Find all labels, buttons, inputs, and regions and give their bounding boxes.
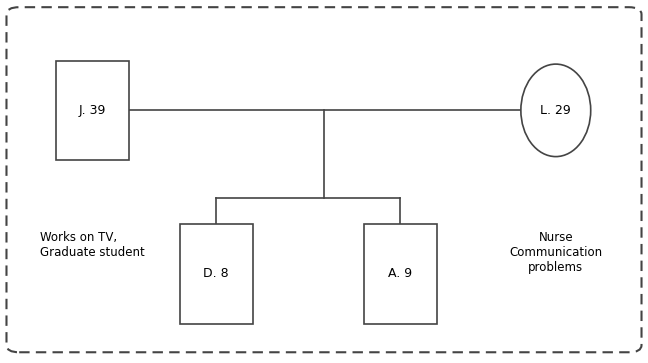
Text: D. 8: D. 8: [203, 268, 229, 281]
Text: A. 9: A. 9: [388, 268, 412, 281]
Bar: [364, 224, 437, 324]
Text: J. 39: J. 39: [78, 104, 106, 117]
Bar: [179, 224, 253, 324]
Text: L. 29: L. 29: [540, 104, 571, 117]
Text: Nurse
Communication
problems: Nurse Communication problems: [509, 231, 603, 274]
Ellipse shape: [521, 64, 591, 156]
Text: Works on TV,
Graduate student: Works on TV, Graduate student: [40, 231, 145, 259]
Bar: [56, 61, 129, 160]
